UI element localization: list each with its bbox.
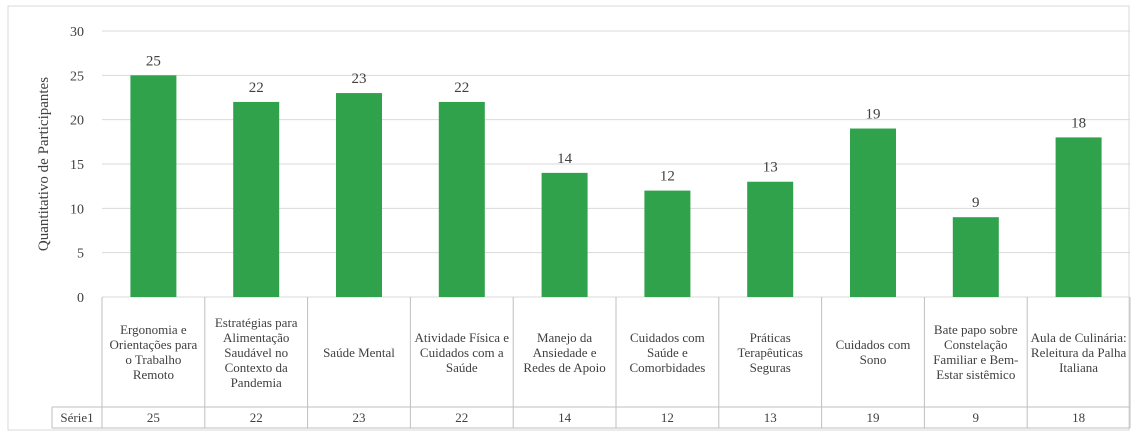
x-tick-label: Cuidados com Sono (835, 337, 911, 367)
bar (438, 101, 485, 297)
x-tick-label: Ergonomia e Orientações para o Trabalho … (109, 322, 198, 382)
x-tick-label: Estratégias para Alimentação Saudável no… (214, 314, 298, 390)
data-label: 22 (249, 80, 264, 96)
data-label: 19 (866, 107, 881, 123)
y-tick-label: 30 (70, 25, 84, 40)
bar (644, 190, 691, 297)
x-tick-label: Manejo da Ansiedade e Redes de Apoio (523, 329, 606, 375)
y-tick-label: 25 (70, 69, 84, 84)
x-tick-label: Cuidados com Saúde e Comorbidades (629, 329, 706, 375)
x-tick-label: Aula de Culinária: Releitura da Palha It… (1030, 329, 1127, 375)
y-tick-label: 5 (77, 247, 84, 262)
table-value: 13 (763, 410, 777, 425)
bar (1055, 137, 1102, 297)
bar (541, 172, 588, 297)
table-value: 18 (1072, 410, 1086, 425)
data-label: 23 (352, 71, 367, 87)
table-value: 14 (558, 410, 572, 425)
bar (233, 101, 280, 297)
chart-frame (7, 5, 1130, 431)
bar (850, 128, 896, 297)
data-label: 14 (557, 151, 573, 167)
table-value: 9 (972, 410, 980, 425)
data-label: 12 (660, 169, 675, 185)
y-tick-label: 0 (77, 291, 84, 306)
data-label: 25 (146, 53, 161, 69)
data-label: 9 (972, 195, 980, 211)
table-value: 12 (660, 410, 674, 425)
series-name: Série1 (60, 410, 94, 425)
x-tick-label: Saúde Mental (323, 344, 395, 360)
x-tick-label: Bate papo sobre Constelação Familiar e B… (933, 322, 1019, 382)
data-label: 18 (1071, 115, 1086, 131)
table-value: 19 (866, 410, 880, 425)
x-tick-label: Atividade Física e Cuidados com a Saúde (414, 329, 510, 375)
x-tick-label: Práticas Terapêuticas Seguras (737, 329, 803, 375)
data-label: 13 (763, 160, 778, 176)
bar (747, 181, 794, 297)
table-value: 22 (249, 410, 263, 425)
y-tick-label: 15 (70, 158, 84, 173)
y-axis-label: Quantitativo de Participantes (36, 77, 52, 251)
bar (336, 93, 382, 297)
y-tick-label: 20 (70, 114, 84, 129)
table-value: 23 (352, 410, 366, 425)
table-value: 25 (146, 410, 160, 425)
table-value: 22 (455, 410, 469, 425)
bar (952, 217, 999, 297)
bar (130, 75, 177, 297)
data-label: 22 (454, 80, 469, 96)
y-tick-label: 10 (70, 202, 84, 217)
